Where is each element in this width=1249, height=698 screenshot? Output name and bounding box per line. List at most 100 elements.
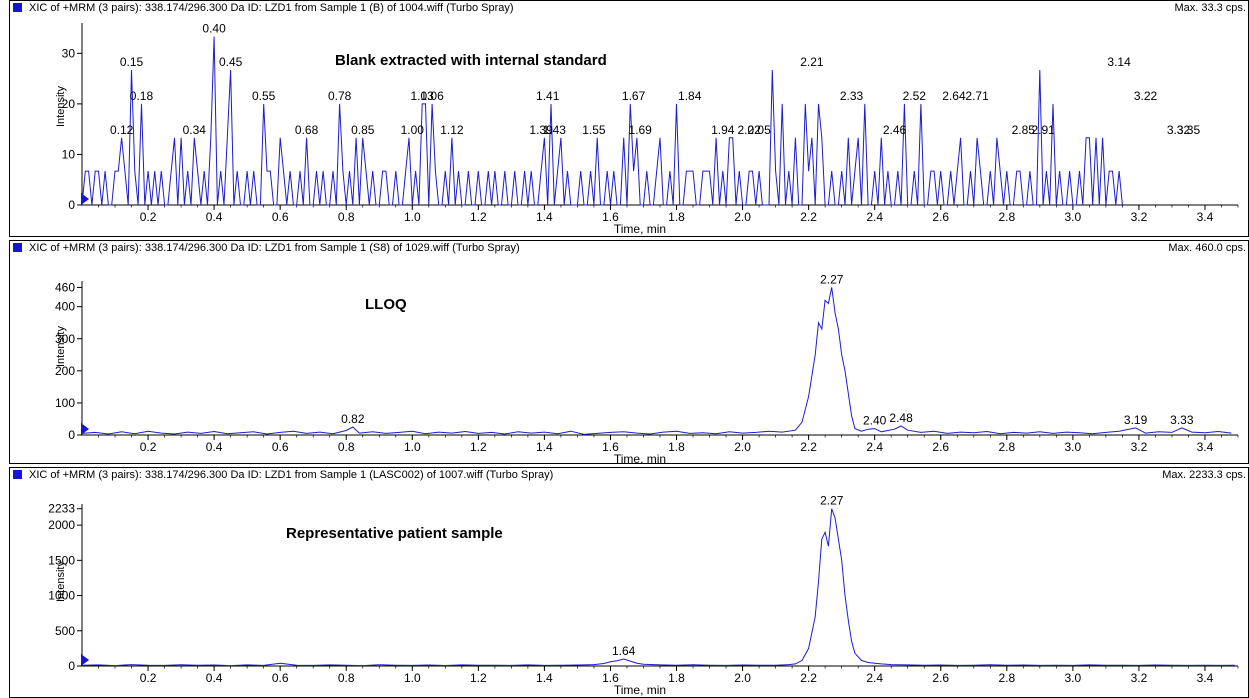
peak-label: 2.52: [903, 89, 927, 103]
y-tick-label: 0: [68, 428, 75, 442]
y-tick-label: 0: [68, 659, 75, 673]
x-tick-label: 2.6: [932, 440, 949, 454]
x-tick-label: 1.0: [404, 210, 421, 224]
x-tick-label: 3.0: [1065, 671, 1082, 685]
start-marker-icon: [81, 423, 89, 435]
panel-title: XIC of +MRM (3 pairs): 338.174/296.300 D…: [29, 469, 554, 481]
x-tick-label: 0.6: [272, 440, 289, 454]
x-tick-label: 2.2: [800, 440, 817, 454]
x-tick-label: 1.4: [536, 440, 553, 454]
peak-label: 2.85: [1012, 123, 1036, 137]
peak-label: 3.22: [1134, 89, 1158, 103]
peak-label: 1.06: [420, 89, 444, 103]
y-tick-label: 1500: [48, 553, 75, 567]
y-tick-label: 0: [68, 198, 75, 212]
x-tick-label: 1.2: [470, 210, 487, 224]
panel-annotation: Blank extracted with internal standard: [335, 52, 607, 69]
x-tick-label: 2.4: [866, 671, 883, 685]
peak-label: 1.84: [678, 89, 702, 103]
peak-label: 2.05: [747, 123, 771, 137]
peak-label: 2.64: [942, 89, 966, 103]
peak-label: 0.45: [219, 55, 243, 69]
x-tick-label: 0.2: [140, 671, 157, 685]
peak-label: 2.33: [840, 89, 864, 103]
panel-annotation: Representative patient sample: [286, 525, 503, 542]
x-tick-label: 2.0: [734, 210, 751, 224]
panel-annotation: LLOQ: [365, 296, 407, 313]
y-tick-label: 20: [62, 97, 76, 111]
peak-label: 1.43: [543, 123, 567, 137]
x-tick-label: 3.0: [1065, 440, 1082, 454]
x-tick-label: 0.4: [206, 671, 223, 685]
y-tick-label: 2233: [48, 502, 75, 516]
x-tick-label: 2.4: [866, 440, 883, 454]
x-tick-label: 1.4: [536, 210, 553, 224]
y-tick-label: 100: [55, 396, 75, 410]
y-tick-label: 2000: [48, 518, 75, 532]
x-tick-label: 2.2: [800, 210, 817, 224]
x-tick-label: 0.4: [206, 210, 223, 224]
panel-marker-icon: [13, 470, 22, 479]
peak-label: 1.64: [612, 644, 636, 658]
y-axis-title: Intensity: [55, 561, 67, 602]
chromatogram-panel-patient: XIC of +MRM (3 pairs): 338.174/296.300 D…: [9, 467, 1249, 698]
peak-label: 1.41: [536, 89, 560, 103]
y-tick-label: 200: [55, 364, 75, 378]
y-axis-title: Intensity: [55, 86, 67, 127]
x-tick-label: 2.0: [734, 671, 751, 685]
peak-label: 2.91: [1031, 123, 1055, 137]
x-tick-label: 2.4: [866, 210, 883, 224]
x-tick-label: 3.2: [1131, 210, 1148, 224]
y-tick-label: 1000: [48, 589, 75, 603]
y-tick-label: 400: [55, 300, 75, 314]
peak-label: 0.78: [328, 89, 352, 103]
x-tick-label: 1.0: [404, 671, 421, 685]
x-tick-label: 3.0: [1065, 210, 1082, 224]
peak-label: 1.12: [440, 123, 464, 137]
panel-header: XIC of +MRM (3 pairs): 338.174/296.300 D…: [10, 1, 1248, 15]
peak-label: 0.34: [183, 123, 207, 137]
trace-line: [81, 36, 1123, 206]
peak-label: 2.21: [800, 55, 824, 69]
x-tick-label: 0.6: [272, 210, 289, 224]
y-tick-label: 10: [62, 147, 76, 161]
x-tick-label: 1.8: [668, 440, 685, 454]
peak-label: 2.48: [889, 411, 913, 425]
peak-label: 2.27: [820, 494, 844, 508]
panel-header: XIC of +MRM (3 pairs): 338.174/296.300 D…: [10, 468, 1248, 482]
peak-label: 0.40: [202, 22, 226, 36]
peak-label: 0.15: [120, 55, 144, 69]
start-marker-icon: [81, 654, 89, 666]
panel-marker-icon: [13, 243, 22, 252]
y-tick-label: 300: [55, 332, 75, 346]
peak-label: 2.27: [820, 272, 844, 286]
max-intensity-label: Max. 2233.3 cps.: [1162, 469, 1246, 481]
trace-line: [81, 287, 1232, 435]
panel-title: XIC of +MRM (3 pairs): 338.174/296.300 D…: [29, 2, 514, 14]
trace-line: [81, 508, 1235, 667]
panel-title: XIC of +MRM (3 pairs): 338.174/296.300 D…: [29, 242, 520, 254]
x-tick-label: 2.8: [998, 440, 1015, 454]
chromatogram-plot: 0.2 0.4 0.6 0.8 1.0 1.2 1.4 1.6 1.8 2.0 2.2 2.4 2.6 2…: [55, 22, 1239, 236]
chromatogram-panel-lloq: XIC of +MRM (3 pairs): 338.174/296.300 D…: [9, 240, 1249, 464]
x-tick-label: 2.6: [932, 210, 949, 224]
peak-label: 3.19: [1124, 413, 1148, 427]
x-tick-label: 0.2: [140, 210, 157, 224]
peak-label: 0.85: [351, 123, 375, 137]
x-tick-label: 0.6: [272, 671, 289, 685]
y-axis-title: Intensity: [55, 326, 67, 367]
x-tick-label: 1.6: [602, 671, 619, 685]
x-tick-label: 0.8: [338, 671, 355, 685]
chromatogram-panel-blank: XIC of +MRM (3 pairs): 338.174/296.300 D…: [9, 0, 1249, 237]
peak-label: 1.55: [582, 123, 606, 137]
peak-label: 2.40: [863, 414, 887, 428]
peak-label: 0.82: [341, 412, 365, 426]
x-tick-label: 3.4: [1197, 210, 1214, 224]
x-tick-label: 1.8: [668, 671, 685, 685]
x-tick-label: 1.4: [536, 671, 553, 685]
peak-label: 1.69: [629, 123, 653, 137]
x-tick-label: 1.2: [470, 671, 487, 685]
chromatogram-plot: 0.2 0.4 0.6 0.8 1.0 1.2 1.4 1.6 1.8 2.0 2.2 2.4 2.6 2…: [55, 272, 1239, 463]
x-axis-title: Time, min: [614, 452, 666, 463]
x-tick-label: 2.8: [998, 671, 1015, 685]
